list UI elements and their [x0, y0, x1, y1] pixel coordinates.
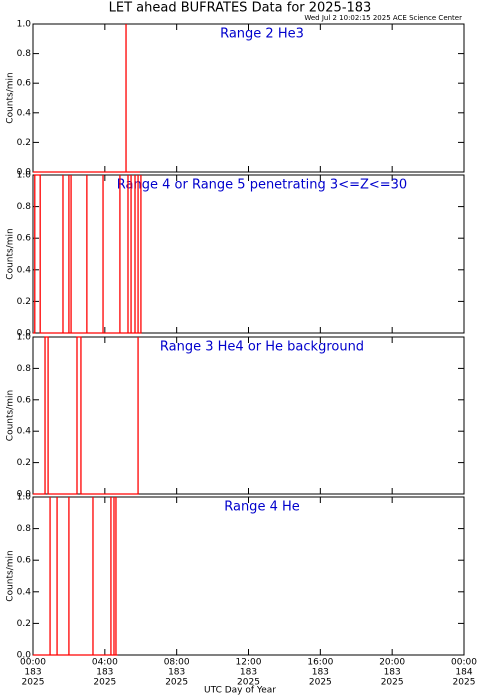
- data-line: [33, 336, 139, 495]
- y-tick-label: 0.2: [17, 619, 31, 629]
- x-tick-year: 2025: [237, 678, 260, 688]
- y-tick-label: 0.8: [17, 202, 32, 212]
- y-tick-label: 0.2: [17, 458, 31, 468]
- x-tick-label: 08:00: [164, 658, 190, 668]
- y-axis-label: Counts/min: [6, 390, 16, 441]
- x-tick-year: 2025: [309, 678, 332, 688]
- x-tick-day: 184: [455, 668, 472, 678]
- x-tick-year: 2025: [381, 678, 404, 688]
- y-tick-label: 0.6: [17, 556, 32, 566]
- x-tick-day: 183: [240, 668, 257, 678]
- y-tick-label: 1.0: [17, 493, 32, 503]
- x-tick-year: 2025: [22, 678, 45, 688]
- y-tick-label: 0.0: [17, 329, 32, 339]
- plot-frame: [32, 496, 465, 656]
- x-tick-day: 183: [384, 668, 401, 678]
- y-tick-label: 0.0: [17, 490, 32, 500]
- x-tick-label: 20:00: [379, 658, 405, 668]
- y-tick-label: 0.4: [17, 587, 32, 597]
- y-tick-label: 0.4: [17, 265, 32, 275]
- x-tick-day: 183: [24, 668, 41, 678]
- x-tick-day: 183: [168, 668, 185, 678]
- plot-frame: [32, 336, 465, 495]
- x-tick-label: 16:00: [307, 658, 333, 668]
- y-tick-label: 0.2: [17, 297, 31, 307]
- annotation: Range 3 He4 or He background: [160, 340, 364, 355]
- y-tick-label: 0.8: [17, 524, 32, 534]
- y-tick-label: 0.8: [17, 49, 32, 59]
- y-tick-label: 1.0: [17, 333, 32, 343]
- y-axis-label: Counts/min: [6, 72, 16, 123]
- y-tick-label: 1.0: [17, 20, 32, 30]
- x-tick-day: 183: [312, 668, 329, 678]
- data-line: [33, 174, 142, 334]
- y-tick-label: 0.6: [17, 395, 32, 405]
- x-tick-label: 00:00: [20, 658, 46, 668]
- y-tick-label: 0.6: [17, 79, 32, 89]
- x-tick-label: 04:00: [92, 658, 118, 668]
- plot-frame: [32, 23, 465, 173]
- y-tick-label: 0.0: [17, 651, 32, 661]
- y-tick-label: 0.4: [17, 427, 32, 437]
- y-tick-label: 0.0: [17, 168, 32, 178]
- x-tick-day: 183: [96, 668, 113, 678]
- y-tick-label: 0.2: [17, 138, 31, 148]
- x-tick-year: 2025: [93, 678, 116, 688]
- data-line: [33, 497, 118, 656]
- y-axis-label: Counts/min: [6, 550, 16, 601]
- x-tick-label: 12:00: [236, 658, 262, 668]
- x-axis-label: UTC Day of Year: [204, 686, 276, 696]
- plot-frame: [32, 174, 465, 334]
- timestamp: Wed Jul 2 10:02:15 2025 ACE Science Cent…: [304, 14, 462, 22]
- x-tick-year: 2025: [165, 678, 188, 688]
- data-line: [33, 24, 140, 173]
- annotation: Range 4 or Range 5 penetrating 3<=Z<=30: [117, 178, 407, 193]
- annotation: Range 4 He: [224, 500, 300, 515]
- y-tick-label: 0.8: [17, 364, 32, 374]
- annotation: Range 2 He3: [220, 27, 304, 42]
- y-tick-label: 0.6: [17, 234, 32, 244]
- y-tick-label: 1.0: [17, 171, 32, 181]
- y-axis-label: Counts/min: [6, 228, 16, 279]
- chart-title: LET ahead BUFRATES Data for 2025-183: [109, 1, 372, 16]
- x-tick-label: 00:00: [451, 658, 477, 668]
- x-tick-year: 2025: [453, 678, 476, 688]
- y-tick-label: 0.4: [17, 108, 32, 118]
